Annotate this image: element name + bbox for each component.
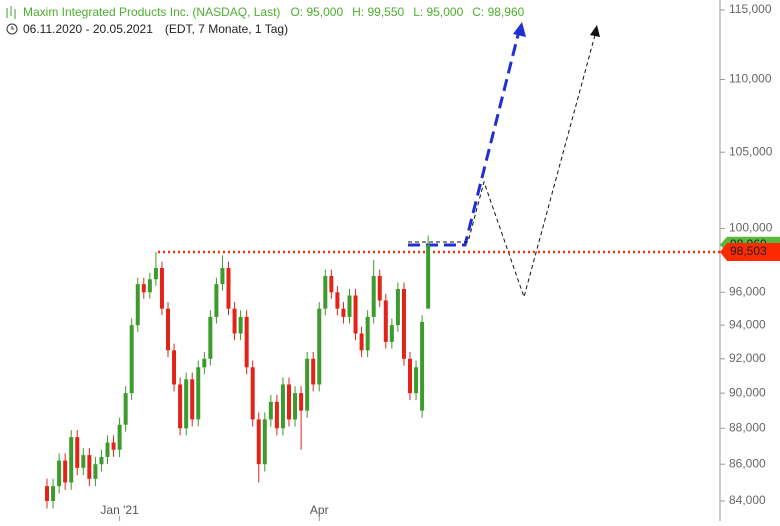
candle-body [214, 284, 219, 317]
candle-body [353, 295, 358, 334]
chart-title: Maxim Integrated Products Inc. (NASDAQ, … [23, 5, 280, 19]
y-tick-label: 88,000 [729, 420, 766, 434]
candle-body [123, 393, 128, 425]
candle-body [329, 276, 334, 293]
level-label: 98,503 [730, 244, 767, 258]
candle-body [426, 244, 431, 309]
candle-body [401, 289, 406, 359]
ohlc-label: O: 95,000 [290, 5, 343, 19]
candle-body [244, 316, 249, 368]
candle-body [129, 325, 134, 394]
candle-body [69, 437, 74, 483]
candle-body [287, 384, 291, 420]
candle-body [389, 325, 394, 342]
candle-body [105, 442, 110, 457]
candle-body [311, 358, 316, 385]
candle-body [51, 486, 56, 501]
ohlc-label: H: 99,550 [352, 5, 404, 19]
ohlc-label: C: 98,960 [472, 5, 524, 19]
candle-body [159, 268, 164, 309]
candle-body [383, 300, 388, 342]
x-tick-label: Apr [310, 503, 329, 517]
y-tick-label: 115,000 [729, 2, 772, 16]
candle-body [395, 289, 400, 326]
candle-body [99, 456, 104, 465]
candle-body [280, 384, 285, 429]
candle-body [147, 279, 152, 293]
candle-body [87, 455, 92, 479]
candle-body [305, 358, 310, 411]
candle-body [256, 419, 261, 465]
candle-body [178, 384, 183, 429]
y-tick-label: 105,000 [729, 144, 773, 158]
candle-body [250, 367, 255, 420]
candle-body [274, 401, 279, 429]
arrow-head [513, 22, 526, 37]
candle-body [232, 308, 237, 334]
date-range-note: (EDT, 7 Monate, 1 Tag) [165, 22, 288, 36]
candle-body [57, 460, 62, 487]
y-tick-label: 90,000 [729, 385, 766, 399]
candle-body [111, 442, 116, 450]
candle-body [226, 268, 231, 309]
candle-body [220, 268, 225, 285]
candle-body [135, 284, 140, 326]
legend-icon [6, 6, 16, 19]
candle-body [365, 316, 370, 351]
candle-body [196, 367, 201, 420]
candle-body [262, 419, 267, 465]
candle-body [153, 268, 158, 280]
y-tick-label: 100,000 [729, 221, 773, 235]
candle-body [75, 437, 80, 468]
candle-body [45, 486, 49, 501]
y-tick-label: 86,000 [729, 456, 766, 470]
candle-body [117, 424, 122, 450]
y-tick-label: 96,000 [729, 284, 766, 298]
candle-body [414, 367, 419, 394]
candle-body [323, 276, 328, 309]
candle-body [208, 316, 213, 359]
candle-body [347, 295, 352, 317]
arrow-head [590, 25, 600, 37]
ohlc-label: L: 95,000 [413, 5, 463, 19]
candle-body [299, 393, 304, 411]
candle-body [377, 276, 382, 301]
candle-body [238, 316, 243, 334]
candle-body [268, 401, 273, 420]
projection-black [408, 34, 596, 299]
candle-body [184, 379, 189, 429]
level-tag [720, 243, 780, 262]
candle-body [420, 321, 425, 411]
y-tick-label: 92,000 [729, 351, 766, 365]
candle-body [202, 358, 207, 368]
y-tick-label: 110,000 [729, 72, 772, 86]
candle-body [141, 284, 146, 293]
candle-body [359, 333, 364, 351]
y-tick-label: 94,000 [729, 317, 766, 331]
candle-body [408, 358, 412, 394]
candle-body [81, 455, 86, 468]
candle-body [317, 308, 322, 385]
clock-icon [6, 23, 18, 35]
candle-body [371, 276, 376, 317]
date-range: 06.11.2020 - 20.05.2021 [23, 22, 153, 36]
y-tick-label: 84,000 [729, 493, 766, 507]
candle-body [341, 308, 346, 317]
candle-body [172, 350, 177, 385]
candle-body [293, 393, 298, 420]
candle-body [93, 464, 98, 479]
candle-body [190, 379, 195, 420]
candle-body [63, 460, 68, 483]
candle-body [166, 308, 170, 351]
x-tick-label: Jan '21 [100, 503, 139, 517]
candle-body [335, 292, 340, 309]
